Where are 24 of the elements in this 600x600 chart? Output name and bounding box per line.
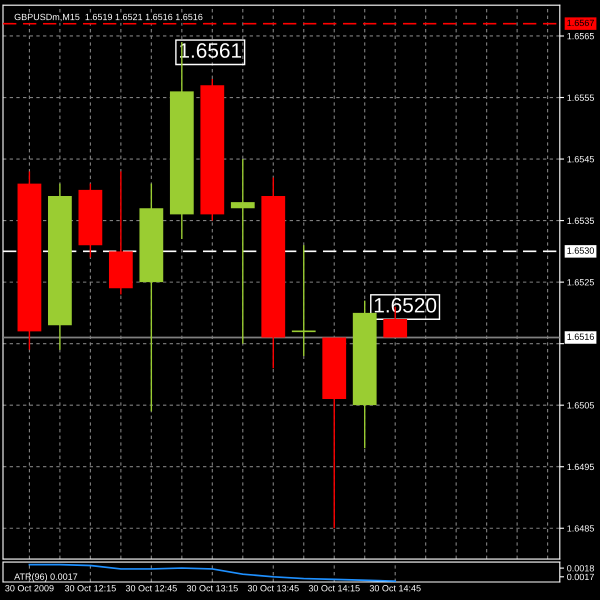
ref-line-label: 1.6516: [567, 334, 594, 340]
x-tick-label: 30 Oct 13:45: [248, 585, 299, 592]
ref-line-label: 1.6567: [567, 20, 594, 26]
y-tick-label: 1.6485: [567, 525, 594, 532]
x-tick-label: 30 Oct 13:15: [186, 585, 238, 592]
candlestick: [291, 244, 316, 357]
y-tick-label: 1.6535: [567, 218, 594, 224]
x-tick-label: 30 Oct 12:45: [126, 585, 177, 592]
text: ATR(96) 0.0017: [14, 573, 78, 582]
y-tick-label: 1.6565: [567, 32, 594, 40]
x-tick-label: 30 Oct 14:15: [308, 585, 360, 592]
y-tick-label: 1.6505: [567, 402, 594, 409]
text: GBPUSDm,M15 1.6519 1.6521 1.6516 1.6516: [14, 14, 202, 22]
x-tick-label: 30 Oct 12:15: [64, 585, 116, 592]
annotation: 1.6520: [374, 298, 436, 313]
y-tick-label: 1.6495: [567, 464, 594, 470]
x-tick-label: 30 Oct 2009: [5, 585, 54, 592]
y-tick-label: 0.0018: [567, 565, 594, 572]
y-tick-label: 0.0017: [567, 574, 594, 580]
ref-line-label: 1.6530: [567, 247, 594, 254]
y-tick-label: 1.6525: [567, 279, 594, 286]
x-tick-label: 30 Oct 14:45: [370, 585, 421, 592]
y-tick-label: 1.6545: [567, 156, 594, 162]
y-tick-label: 1.6555: [567, 94, 594, 101]
